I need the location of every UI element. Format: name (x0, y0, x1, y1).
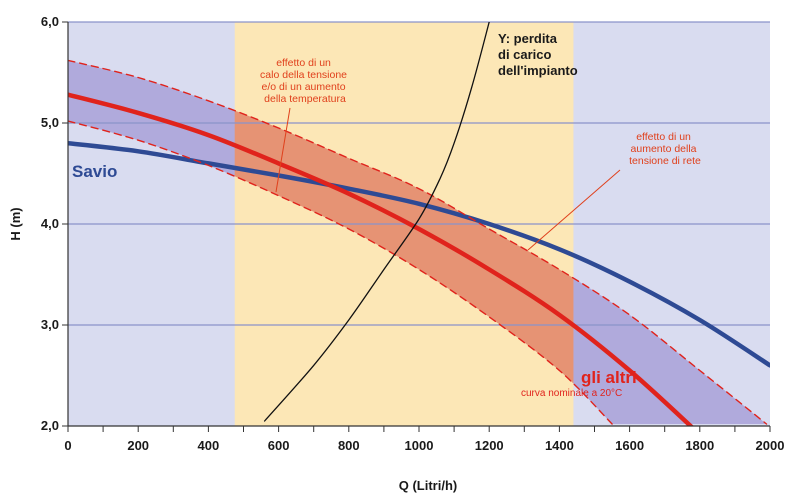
y-tick-label-2: 4,0 (41, 216, 59, 231)
x-axis-title: Q (Litri/h) (399, 478, 458, 493)
axes (62, 21, 771, 432)
y-tick-label-1: 3,0 (41, 317, 59, 332)
y-tick-label-0: 2,0 (41, 418, 59, 433)
x-tick-label-4: 800 (338, 438, 360, 453)
left-effect-leader (275, 107, 291, 193)
y-axis-title: H (m) (8, 207, 23, 240)
y-tick-label-4: 6,0 (41, 14, 59, 29)
y-tick-label-3: 5,0 (41, 115, 59, 130)
x-tick-label-8: 1600 (615, 438, 644, 453)
gridlines (68, 21, 770, 326)
right-effect-leader (527, 169, 621, 251)
x-tick-label-2: 400 (198, 438, 220, 453)
savio-series-label: Savio (72, 162, 117, 181)
loss-annotation: Y: perdita di carico dell'impianto (498, 31, 578, 78)
x-tick-label-1: 200 (127, 438, 149, 453)
x-tick-label-7: 1400 (545, 438, 574, 453)
series-line-y (263, 22, 490, 422)
series-layer (68, 22, 770, 426)
series-line-upper (68, 59, 768, 425)
series-line-gli-altri (68, 92, 694, 426)
x-tick-label-6: 1200 (475, 438, 504, 453)
x-tick-label-0: 0 (64, 438, 71, 453)
tick-labels: 0 200 400 600 800 1000 1200 1400 1600 1800 2000 2,0… (41, 14, 785, 453)
left-effect-annotation: effetto di un calo della tensione e/o di… (260, 57, 350, 105)
altri-series-label: gli altri (581, 368, 637, 387)
x-tick-label-5: 1000 (405, 438, 434, 453)
x-tick-label-3: 600 (268, 438, 290, 453)
x-tick-label-9: 1800 (685, 438, 714, 453)
series-line-lower (68, 120, 613, 425)
right-effect-annotation: effetto di un aumento della tensione di … (629, 131, 701, 167)
altri-series-sublabel: curva nominale a 20°C (521, 388, 622, 399)
series-line-savio (68, 140, 770, 368)
x-tick-label-10: 2000 (756, 438, 785, 453)
